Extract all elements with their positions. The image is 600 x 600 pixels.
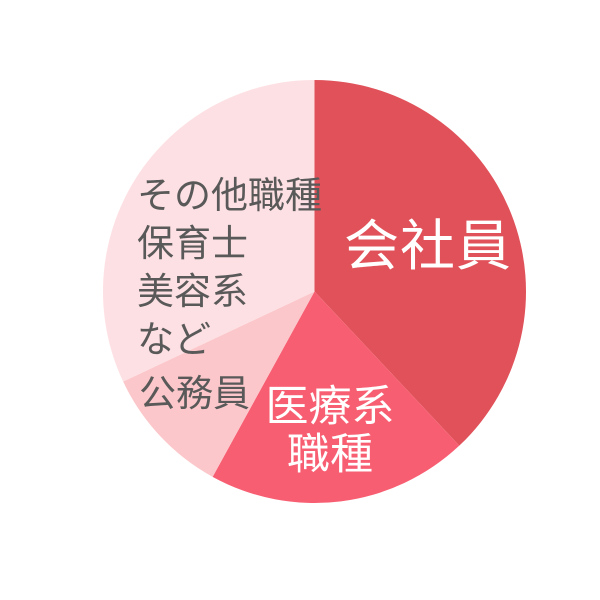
pie-slice-sonota-shokushu	[103, 80, 315, 382]
pie-slice-komuin	[123, 291, 315, 477]
pie-slice-iryokei-shokushu	[212, 291, 460, 504]
pie-slice-kaishain	[314, 79, 527, 446]
